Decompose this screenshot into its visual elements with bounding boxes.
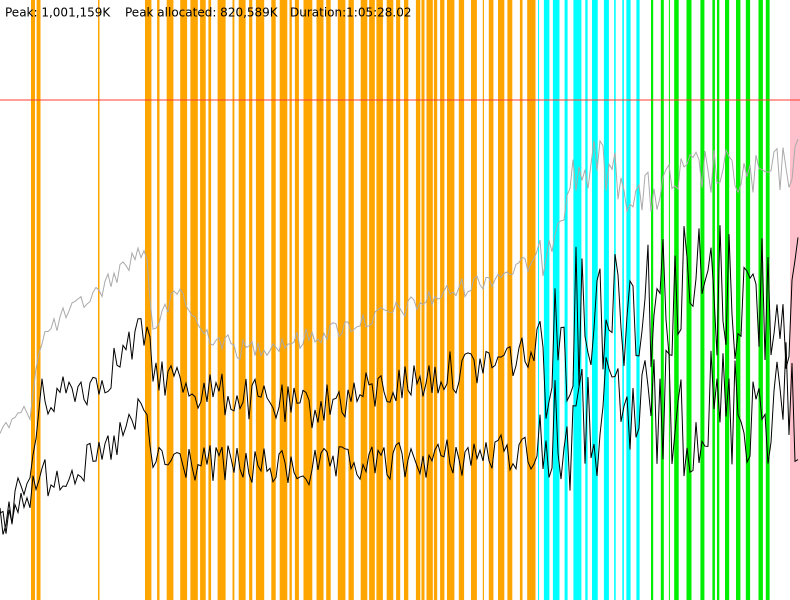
stripe [289, 0, 292, 600]
peak-allocated-label: Peak allocated: 820,589K [125, 6, 279, 20]
stripe [426, 0, 433, 600]
stripe [360, 0, 368, 600]
stripe [440, 0, 445, 600]
stripe [651, 0, 654, 600]
stripe [552, 0, 560, 600]
stripe [98, 0, 100, 600]
stripe [790, 0, 800, 600]
stripe [200, 0, 206, 600]
stripe [482, 0, 484, 600]
stripe [255, 0, 265, 600]
stripe [564, 0, 568, 600]
stripe [421, 0, 425, 600]
stripe [471, 0, 477, 600]
stripe [386, 0, 394, 600]
stripe [145, 0, 152, 600]
peak-label: Peak: 1,001,159K [5, 6, 111, 20]
stripe [433, 0, 438, 600]
stripe [498, 0, 505, 600]
graph-line [0, 138, 799, 434]
stripe [700, 0, 705, 600]
graph-line [0, 342, 799, 534]
stripe [507, 0, 513, 600]
stripe [603, 0, 609, 600]
stripe [592, 0, 598, 600]
stripe [369, 0, 375, 600]
stripe [157, 0, 160, 600]
stripe [543, 0, 550, 600]
duration-label: Duration:1:05:28.02 [290, 6, 412, 20]
stripe [765, 0, 770, 600]
stripe [415, 0, 421, 600]
stripe [279, 0, 288, 600]
lines [0, 138, 799, 535]
stripe [271, 0, 276, 600]
stripe [326, 0, 331, 600]
graph-line [0, 225, 799, 535]
stripe [686, 0, 692, 600]
stripe [31, 0, 35, 600]
stripe [376, 0, 383, 600]
stripe [303, 0, 313, 600]
stripe [348, 0, 354, 600]
stripe [488, 0, 494, 600]
stripe [745, 0, 751, 600]
stripe [712, 0, 715, 600]
stripe [668, 0, 670, 600]
stripe [404, 0, 409, 600]
stripe [294, 0, 299, 600]
stripe [660, 0, 664, 600]
stripe [527, 0, 536, 600]
stripe [458, 0, 465, 600]
stripe [636, 0, 640, 600]
stripe [736, 0, 741, 600]
stripe [614, 0, 616, 600]
stripe [447, 0, 455, 600]
stripe [249, 0, 253, 600]
stripe [238, 0, 246, 600]
stripe [208, 0, 212, 600]
stripe [519, 0, 523, 600]
stripe [217, 0, 226, 600]
stripe [396, 0, 401, 600]
stripe [36, 0, 41, 600]
stripe [622, 0, 624, 600]
stripe [337, 0, 346, 600]
stripe [180, 0, 188, 600]
stripe [190, 0, 198, 600]
stripe [585, 0, 588, 600]
stripe [538, 0, 540, 600]
stripe [316, 0, 324, 600]
stripe [232, 0, 235, 600]
